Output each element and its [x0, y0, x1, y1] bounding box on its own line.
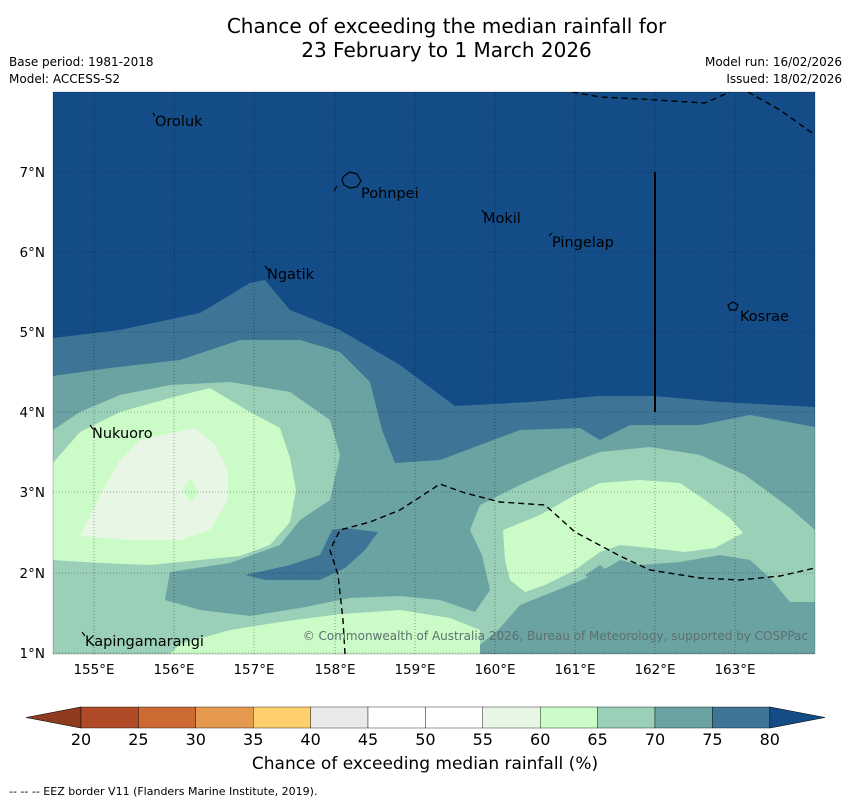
lat-tick-label: 7°N: [20, 165, 45, 181]
longitude-ticks: 155°E 156°E 157°E 158°E 159°E 160°E 161°E 162°E…: [73, 662, 755, 678]
islands: [81, 112, 739, 637]
region-60-south: [170, 610, 480, 654]
colorbar-tick-label: 70: [645, 730, 665, 749]
meta-left: Base period: 1981-2018 Model: ACCESS-S2: [9, 54, 154, 88]
graticule: [53, 92, 815, 654]
colorbar-segment: [540, 706, 598, 729]
kapinga-mark-icon: [81, 631, 86, 637]
eez-legend-note: -- -- -- EEZ border V11 (Flanders Marine…: [9, 785, 318, 798]
place-label-ngatik: Ngatik: [267, 267, 315, 283]
colorbar-over-arrow: [769, 706, 826, 729]
map-plot-area: Oroluk Pohnpei Mokil Pingelap Ngatik Kosrae Nu…: [53, 92, 815, 654]
ngatik-mark-icon: [264, 265, 269, 271]
colorbar-tick-label: 50: [415, 730, 435, 749]
colorbar-tick-label: 80: [760, 730, 780, 749]
lat-tick-label: 5°N: [20, 325, 45, 341]
place-label-kosrae: Kosrae: [740, 309, 789, 325]
place-label-kapingamarangi: Kapingamarangi: [85, 634, 204, 650]
place-label-pohnpei: Pohnpei: [361, 186, 419, 202]
colorbar-tick-label: 65: [587, 730, 607, 749]
region-75-patch: [245, 528, 378, 580]
colorbar-segment: [138, 706, 196, 729]
colorbar-tick-label: 75: [702, 730, 722, 749]
place-label-mokil: Mokil: [483, 211, 521, 227]
lon-tick-label: 161°E: [554, 662, 595, 678]
pohnpei-reef-icon: [333, 185, 338, 192]
mokil-mark-icon: [481, 209, 486, 215]
lon-tick-label: 155°E: [73, 662, 114, 678]
eez-border-north: [571, 92, 731, 104]
map-frame: [52, 91, 816, 655]
region-75-small: [585, 565, 615, 586]
eez-border-south: [329, 483, 815, 654]
colorbar-segment: [310, 706, 369, 729]
lon-tick-label: 157°E: [233, 662, 274, 678]
place-label-nukuoro: Nukuoro: [92, 426, 153, 442]
issued-text: Issued: 18/02/2026: [726, 72, 842, 86]
colorbar-segment: [425, 706, 483, 729]
colorbar-tick-label: 30: [186, 730, 206, 749]
latitude-ticks: 7°N 6°N 5°N 4°N 3°N 2°N 1°N: [20, 165, 45, 662]
place-labels: Oroluk Pohnpei Mokil Pingelap Ngatik Kosrae Nu…: [85, 114, 789, 650]
lat-tick-label: 4°N: [20, 405, 45, 421]
colorbar-tick-label: 20: [71, 730, 91, 749]
lon-tick-label: 162°E: [634, 662, 675, 678]
kosrae-island-icon: [727, 301, 739, 311]
base-period-text: Base period: 1981-2018: [9, 55, 154, 69]
lon-tick-label: 159°E: [394, 662, 435, 678]
colorbar-under-arrow: [25, 706, 82, 729]
colorbar-segment: [252, 706, 311, 729]
colorbar-segment: [712, 706, 771, 729]
lat-tick-label: 2°N: [20, 566, 45, 582]
model-text: Model: ACCESS-S2: [9, 72, 121, 86]
title-line-1: Chance of exceeding the median rainfall …: [226, 14, 667, 38]
colorbar-segment: [367, 706, 426, 729]
title-line-2: 23 February to 1 March 2026: [301, 38, 592, 62]
region-60-hole: [182, 478, 199, 502]
pohnpei-island-icon: [341, 171, 362, 189]
colorbar-segment: [195, 706, 254, 729]
colorbar-label: Chance of exceeding median rainfall (%): [251, 754, 599, 774]
nukuoro-mark-icon: [89, 424, 94, 430]
place-label-oroluk: Oroluk: [155, 114, 203, 130]
lon-tick-label: 160°E: [474, 662, 515, 678]
lat-tick-label: 1°N: [20, 646, 45, 662]
lat-tick-label: 6°N: [20, 245, 45, 261]
region-60-east: [503, 480, 743, 592]
colorbar-tick-label: 35: [243, 730, 263, 749]
region-55: [80, 428, 228, 540]
model-run-text: Model run: 16/02/2026: [704, 55, 842, 69]
colorbar-tick-label: 25: [128, 730, 148, 749]
lon-tick-label: 156°E: [153, 662, 194, 678]
lon-tick-label: 163°E: [714, 662, 755, 678]
colorbar: 20 25 30 35 40 45 50 55 60 65 70 75 80: [25, 706, 826, 749]
colorbar-segment: [80, 706, 139, 729]
meta-right: Model run: 16/02/2026 Issued: 18/02/2026: [705, 54, 842, 88]
pingelap-mark-icon: [548, 232, 553, 237]
eez-border-northeast: [747, 92, 815, 136]
eez-borders: [329, 92, 815, 654]
colorbar-tick-label: 55: [473, 730, 493, 749]
lat-tick-label: 3°N: [20, 485, 45, 501]
colorbar-tick-label: 40: [300, 730, 320, 749]
colorbar-tick-label: 60: [530, 730, 550, 749]
colorbar-segment: [597, 706, 656, 729]
place-label-pingelap: Pingelap: [552, 235, 614, 251]
oroluk-mark-icon: [152, 112, 156, 117]
copyright-text: © Commonwealth of Australia 2026, Bureau…: [303, 629, 808, 643]
map-title: Chance of exceeding the median rainfall …: [0, 14, 850, 62]
lon-tick-label: 158°E: [314, 662, 355, 678]
colorbar-segment: [482, 706, 541, 729]
colorbar-tick-label: 45: [358, 730, 378, 749]
colorbar-segment: [654, 706, 713, 729]
